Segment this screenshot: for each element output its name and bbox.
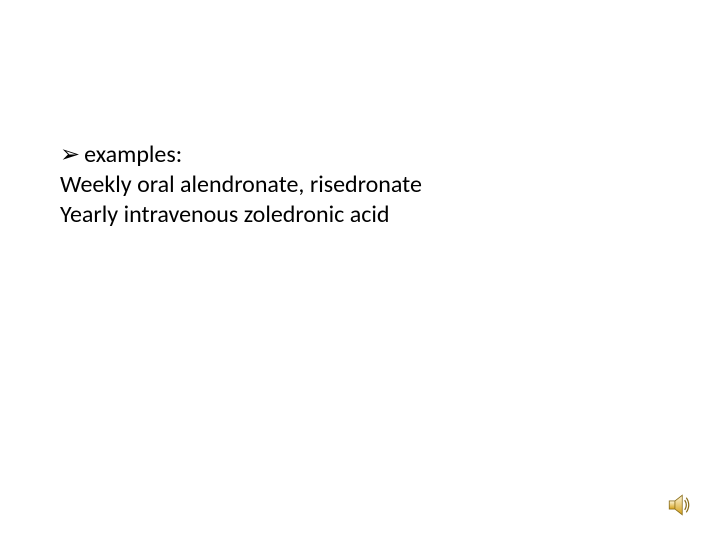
text-examples: examples: bbox=[84, 140, 182, 170]
speaker-icon[interactable] bbox=[666, 492, 692, 518]
bullet-line-examples: ➢ examples: bbox=[60, 140, 660, 170]
text-line-1: Weekly oral alendronate, risedronate bbox=[60, 170, 660, 200]
text-line-2: Yearly intravenous zoledronic acid bbox=[60, 200, 660, 230]
slide-body: ➢ examples: Weekly oral alendronate, ris… bbox=[0, 0, 720, 540]
arrow-bullet-icon: ➢ bbox=[60, 140, 80, 170]
